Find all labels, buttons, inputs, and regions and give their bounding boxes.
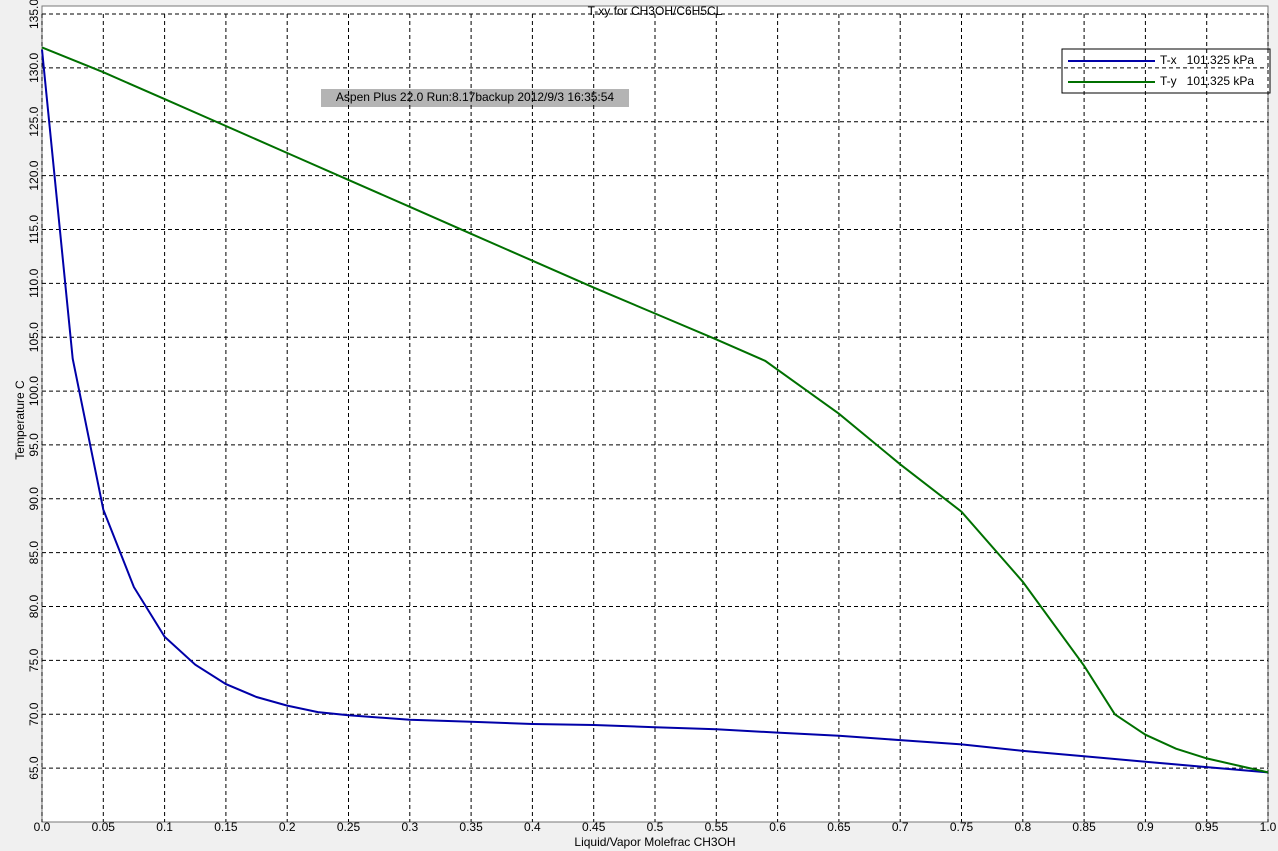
- y-tick-label: 105.0: [27, 322, 41, 352]
- y-tick-label: 80.0: [27, 595, 41, 619]
- x-tick-label: 0.05: [92, 820, 116, 834]
- x-tick-label: 0.3: [401, 820, 418, 834]
- x-tick-label: 0.85: [1072, 820, 1096, 834]
- line-series: [41, 49, 1269, 774]
- legend: T-x 101.325 kPa T-y 101.325 kPa: [1061, 48, 1271, 94]
- y-tick-label: 95.0: [27, 433, 41, 457]
- x-tick-label: 0.8: [1014, 820, 1031, 834]
- legend-box: [1061, 48, 1271, 94]
- annotation: Aspen Plus 22.0 Run:8.17backup 2012/9/3 …: [336, 90, 615, 104]
- x-tick-label: 0.35: [459, 820, 483, 834]
- y-tick-label: 75.0: [27, 648, 41, 672]
- line-series: [41, 46, 1269, 774]
- chart-title: T-xy for CH3OH/C6H5CL: [588, 4, 723, 18]
- x-axis-label: Liquid/Vapor Molefrac CH3OH: [574, 835, 735, 849]
- x-tick-label: 0.4: [524, 820, 541, 834]
- annotation-box: [321, 89, 629, 107]
- y-axis-label: Temperature C: [13, 380, 27, 460]
- y-tick-label: 85.0: [27, 541, 41, 565]
- y-tick-label: 120.0: [27, 160, 41, 190]
- legend-label: T-x 101.325 kPa: [1160, 53, 1254, 67]
- y-tick-label: 65.0: [27, 756, 41, 780]
- x-tick-label: 0.6: [769, 820, 786, 834]
- y-tick-label: 115.0: [27, 215, 41, 244]
- x-tick-label: 0.45: [582, 820, 606, 834]
- y-tick-label: 130.0: [27, 53, 41, 83]
- y-tick-label: 100.0: [27, 376, 41, 406]
- x-tick-label: 0.55: [705, 820, 729, 834]
- x-tick-label: 0.95: [1195, 820, 1219, 834]
- x-tick-label: 1.0: [1260, 820, 1277, 834]
- x-tick-label: 0.2: [279, 820, 296, 834]
- x-tick-label: 0.25: [337, 820, 361, 834]
- x-tick-label: 0.75: [950, 820, 974, 834]
- x-tick-label: 0.7: [892, 820, 909, 834]
- y-tick-label: 90.0: [27, 487, 41, 511]
- x-tick-label: 0.0: [34, 820, 51, 834]
- y-tick-label: 70.0: [27, 702, 41, 726]
- y-tick-label: 110.0: [27, 268, 41, 297]
- y-tick-label: 125.0: [27, 106, 41, 136]
- x-tick-label: 0.1: [156, 820, 173, 834]
- x-tick-label: 0.9: [1137, 820, 1154, 834]
- x-tick-label: 0.15: [214, 820, 238, 834]
- x-tick-label: 0.5: [647, 820, 664, 834]
- legend-label: T-y 101.325 kPa: [1160, 74, 1254, 88]
- x-tick-label: 0.65: [827, 820, 851, 834]
- y-tick-label: 135.0: [27, 0, 41, 29]
